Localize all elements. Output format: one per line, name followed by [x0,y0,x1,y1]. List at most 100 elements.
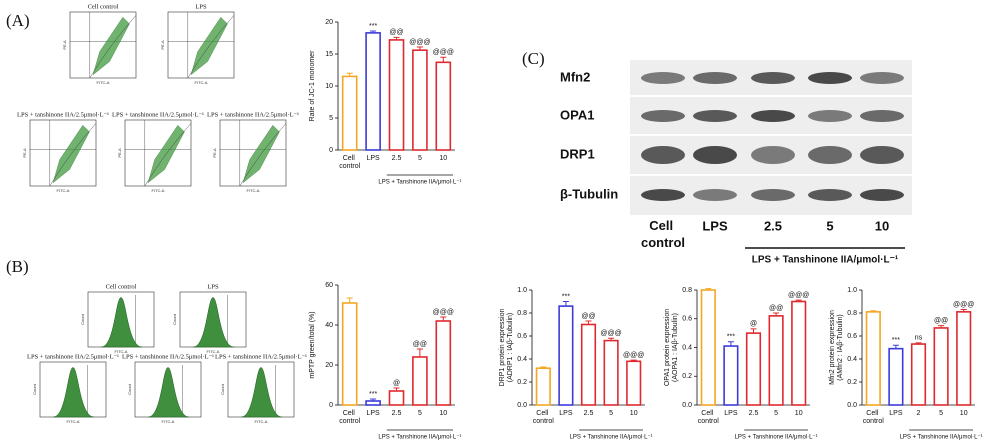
significance-label: @@@ [433,309,454,316]
blot-band [860,189,904,201]
bar [435,61,452,151]
flow-title: LPS + tanshinone IIA/2.5μmol·L⁻¹ [27,353,119,360]
blot-lane-label: 2.5 [764,218,782,233]
blot-band [860,110,904,122]
significance-label: @@@ [433,49,454,56]
flow-x-label: FITC-A [115,349,128,354]
flow-title: LPS + tanshinone IIA/2.5μmol·L⁻¹ [112,111,204,118]
x-tick-label: 2.5 [749,410,759,417]
flow-y-label: PE-A [62,40,67,50]
significance-label: @ [750,321,757,328]
y-axis-label: Rate of JC-1 monomer [309,50,316,121]
group-label: LPS + Tanshinone IIA/μmol·L⁻¹ [378,180,461,186]
histogram [193,297,235,348]
bar [865,311,881,406]
bar [365,400,381,406]
y-tick-label: 0.8 [682,287,692,294]
y-tick-label: 0.2 [847,379,857,386]
y-tick-label: 40 [325,322,333,329]
bar [933,327,949,406]
y-axis-label: (AMfn2 : IAβ-Tubulin) [837,314,844,380]
x-tick-label: LPS [559,410,573,417]
significance-label: *** [369,391,377,398]
blot-lane-label: Cell control [641,218,685,250]
error-bar [915,342,922,345]
x-tick-label: LPS [366,155,380,162]
x-tick-label: LPS [724,410,738,417]
blot-band [860,146,904,164]
x-tick-label: 5 [418,410,422,417]
blot-row-label: β-Tubulin [560,186,618,201]
flow-title: LPS + tanshinone IIA/2.5μmol·L⁻¹ [122,353,214,360]
x-tick-label: 2 [917,410,921,417]
gate [187,15,235,79]
error-bar [440,316,447,321]
blot-row-label: Mfn2 [560,69,590,84]
error-bar [370,30,377,33]
group-label: LPS + Tanshinone IIA/μmol·L⁻¹ [570,435,653,441]
bar [700,289,716,406]
flow-title: LPS + tanshinone IIA/2.5μmol·L⁻¹ [215,353,307,360]
bar [626,360,642,406]
error-bar [585,320,592,325]
bar [603,339,619,406]
error-bar [393,36,400,40]
x-tick-label: LPS [889,410,903,417]
error-bar [960,309,967,312]
flow-y-label: PE-A [160,40,165,50]
y-axis-label: (AOPA1 : IAβ-Tubulin) [672,313,679,382]
error-bar [892,344,899,349]
y-tick-label: 5 [329,115,333,122]
blot-band [641,189,685,201]
error-bar [346,297,353,303]
bar [412,49,428,151]
significance-label: @@ [389,29,403,36]
bar [365,32,381,151]
flow-x-label: FITC-A [247,188,260,193]
y-tick-label: 0.0 [682,402,692,409]
bar [745,332,762,406]
flow-y-label: Count [80,313,85,325]
x-tick-label: LPS [366,410,380,417]
flow-x-label: FITC-A [195,80,208,85]
significance-label: @@@ [623,352,644,359]
blot-row-label: OPA1 [560,107,594,122]
flow-x-label: FITC-A [57,188,70,193]
y-tick-label: 1.0 [847,287,857,294]
flow-x-label: FITC-A [97,80,110,85]
error-bar [346,72,353,77]
x-tick-label: 10 [960,410,968,417]
error-bar [440,56,447,63]
flow-title: LPS [195,3,207,10]
blot-band [693,189,737,201]
gate [239,123,287,187]
flow-title: LPS [207,283,219,290]
y-tick-label: 0.0 [517,402,527,409]
error-bar [393,387,400,391]
significance-label: *** [369,23,377,30]
bar [791,300,807,406]
panel-label: (C) [522,49,545,68]
y-axis-label: (ADRP1 : IAβ-Tubulin) [507,313,514,383]
x-tick-label: Cell control [339,155,360,170]
blot-band [641,146,685,164]
blot-band [808,146,852,164]
blot-band [751,146,795,164]
flow-x-label: FITC-A [152,188,165,193]
y-axis-label: mPTP green/total (%) [309,311,316,378]
error-bar [416,348,423,357]
bar [341,75,358,151]
significance-label: *** [892,337,900,344]
y-tick-label: 1.0 [517,287,527,294]
y-axis-label: OPA1 protein expression [664,309,671,386]
flow-title: Cell control [88,3,119,10]
error-bar [562,301,569,307]
y-tick-label: 0.0 [847,402,857,409]
x-tick-label: Cell control [533,410,554,425]
flow-y-label: Count [127,383,132,395]
y-tick-label: 60 [325,282,333,289]
flow-frame [124,119,192,187]
x-tick-label: 10 [795,410,803,417]
